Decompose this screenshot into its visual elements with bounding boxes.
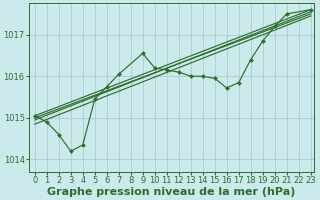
X-axis label: Graphe pression niveau de la mer (hPa): Graphe pression niveau de la mer (hPa)	[47, 187, 296, 197]
